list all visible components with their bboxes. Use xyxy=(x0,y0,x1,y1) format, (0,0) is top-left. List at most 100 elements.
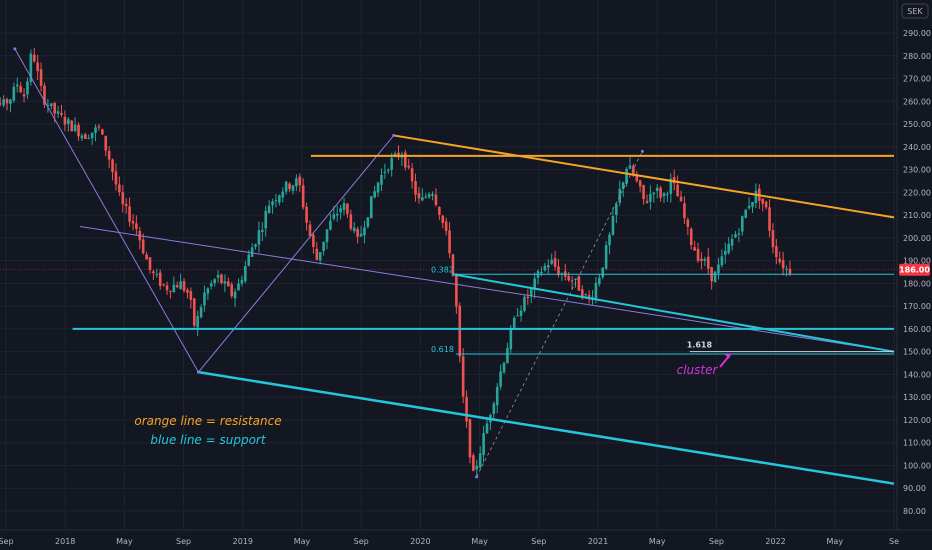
candle-body xyxy=(135,223,138,229)
candle-body xyxy=(383,171,387,173)
candle-body xyxy=(516,315,519,317)
candle-body xyxy=(356,228,359,237)
candle-body xyxy=(502,362,506,373)
candle-body xyxy=(778,258,782,263)
candle-body xyxy=(686,219,690,227)
candle-body xyxy=(315,248,319,260)
candle-body xyxy=(390,158,393,170)
candle-body xyxy=(213,279,216,284)
candle-body xyxy=(414,181,417,195)
candle-body xyxy=(485,423,489,434)
candle-body xyxy=(278,195,281,203)
candle-body xyxy=(625,168,628,184)
candle-body xyxy=(230,284,233,297)
candle-body xyxy=(121,192,125,205)
candle-body xyxy=(254,244,257,247)
x-axis[interactable]: Sep 2018 May Sep 2019 May Sep 2020 May Sep 2021 May… xyxy=(0,529,932,546)
candle-body xyxy=(0,103,2,105)
candle-body xyxy=(683,203,686,219)
fib-1618-label: 1.618 xyxy=(687,341,713,350)
x-tick-label: Sep xyxy=(531,537,546,546)
candle-body xyxy=(543,265,547,271)
candle-body xyxy=(628,165,632,169)
candle-body xyxy=(482,433,485,456)
candle-body xyxy=(295,178,298,187)
candle-body xyxy=(638,180,642,187)
candle-body xyxy=(32,54,36,62)
candle-body xyxy=(373,191,376,198)
candle-body xyxy=(233,291,237,299)
candle-body xyxy=(581,289,584,298)
candle-body xyxy=(237,283,240,291)
candle-body xyxy=(366,217,370,227)
candle-body xyxy=(43,85,46,105)
candle-body xyxy=(172,284,176,292)
candle-body xyxy=(771,230,775,248)
candle-body xyxy=(642,185,645,200)
y-tick-label: 140.00 xyxy=(903,370,931,379)
candle-body xyxy=(322,241,325,251)
candle-body xyxy=(199,307,203,318)
candle-body xyxy=(346,203,349,214)
candle-body xyxy=(720,256,724,266)
candle-body xyxy=(145,254,148,260)
candle-body xyxy=(298,176,302,186)
pivot-marker xyxy=(13,47,17,51)
candle-body xyxy=(264,210,268,229)
candle-body xyxy=(495,386,499,406)
candle-body xyxy=(128,206,131,222)
candle-body xyxy=(781,260,785,269)
candle-body xyxy=(90,132,94,139)
candle-body xyxy=(768,207,771,231)
candle-body xyxy=(523,296,526,311)
candle-body xyxy=(60,112,63,115)
candle-body xyxy=(679,196,683,202)
candle-body xyxy=(451,254,455,276)
candle-body xyxy=(608,234,611,246)
x-tick-label: 2019 xyxy=(233,537,253,546)
candle-body xyxy=(271,201,274,206)
currency-label: SEK xyxy=(907,7,923,16)
candle-body xyxy=(203,292,206,306)
candle-body xyxy=(533,278,536,290)
candle-body xyxy=(775,246,778,258)
candle-body xyxy=(342,203,346,210)
candle-body xyxy=(332,214,336,219)
candle-body xyxy=(359,233,363,237)
candle-body xyxy=(281,191,285,198)
fib-0618-label: 0.618 xyxy=(431,345,454,354)
candle-body xyxy=(723,250,727,255)
candle-body xyxy=(155,274,159,276)
candle-body xyxy=(737,233,741,235)
candle-body xyxy=(727,243,730,253)
candle-body xyxy=(131,221,135,224)
candle-body xyxy=(36,62,39,72)
x-tick-label: Sep xyxy=(176,537,191,546)
candle-body xyxy=(655,187,659,192)
candle-body xyxy=(713,271,717,283)
candle-body xyxy=(46,105,50,107)
currency-badge[interactable]: SEK xyxy=(901,3,929,19)
candle-body xyxy=(261,229,264,232)
candle-body xyxy=(730,239,734,246)
candle-body xyxy=(257,230,261,245)
y-tick-label: 130.00 xyxy=(903,393,931,402)
candle-body xyxy=(189,291,193,300)
pivot-marker xyxy=(475,475,479,479)
candle-body xyxy=(662,193,666,197)
candle-body xyxy=(461,356,465,397)
candle-body xyxy=(104,135,108,151)
candle-body xyxy=(540,271,543,274)
candle-body xyxy=(247,254,251,266)
candle-body xyxy=(577,276,581,291)
candle-body xyxy=(444,221,448,231)
candle-body xyxy=(186,289,189,293)
candle-body xyxy=(611,216,615,235)
candle-body xyxy=(63,116,67,125)
candle-body xyxy=(250,247,254,257)
candle-body xyxy=(659,187,662,198)
candle-body xyxy=(97,126,101,128)
candle-body xyxy=(9,99,12,104)
